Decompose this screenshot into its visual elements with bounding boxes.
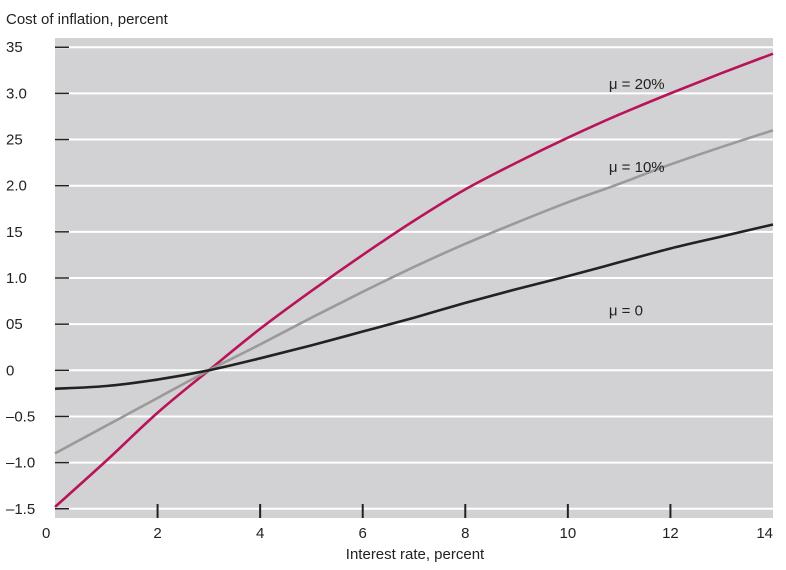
x-tick-label: 10 <box>560 525 577 542</box>
y-axis-tick-labels: 35 3.0 25 2.0 15 1.0 05 0 –0.5 –1.0 –1.5 <box>6 39 35 518</box>
series-line <box>54 52 774 508</box>
y-tick-label: 05 <box>6 316 23 333</box>
x-tick-label: 8 <box>461 525 469 542</box>
series-line <box>54 129 774 455</box>
y-tick-label: 15 <box>6 224 23 241</box>
grid-lines <box>55 46 773 510</box>
series-label: μ = 20% <box>609 76 665 93</box>
y-tick-label: 25 <box>6 132 23 149</box>
x-axis-ticks <box>156 504 672 518</box>
y-tick-label: –0.5 <box>6 408 35 425</box>
y-tick-label: 0 <box>6 362 14 379</box>
x-tick-label: 6 <box>359 525 367 542</box>
series-line <box>54 223 774 391</box>
x-tick-label: 2 <box>153 525 161 542</box>
y-tick-label: 2.0 <box>6 178 27 195</box>
series-annotations: μ = 20% μ = 10% μ = 0 <box>609 76 665 319</box>
series-lines <box>54 52 774 508</box>
series-label: μ = 0 <box>609 302 643 319</box>
x-tick-label: 0 <box>42 525 50 542</box>
y-tick-label: 1.0 <box>6 270 27 287</box>
y-tick-label: 3.0 <box>6 85 27 102</box>
x-tick-label: 4 <box>256 525 264 542</box>
x-axis-title: Interest rate, percent <box>346 546 485 563</box>
y-tick-label: 35 <box>6 39 23 56</box>
x-tick-label: 12 <box>662 525 679 542</box>
series-label: μ = 10% <box>609 159 665 176</box>
y-tick-label: –1.5 <box>6 501 35 518</box>
x-axis-tick-labels: 0 2 4 6 8 10 12 14 <box>42 525 773 542</box>
x-tick-label: 14 <box>756 525 773 542</box>
y-tick-label: –1.0 <box>6 455 35 472</box>
y-axis-title: Cost of inflation, percent <box>6 11 169 28</box>
